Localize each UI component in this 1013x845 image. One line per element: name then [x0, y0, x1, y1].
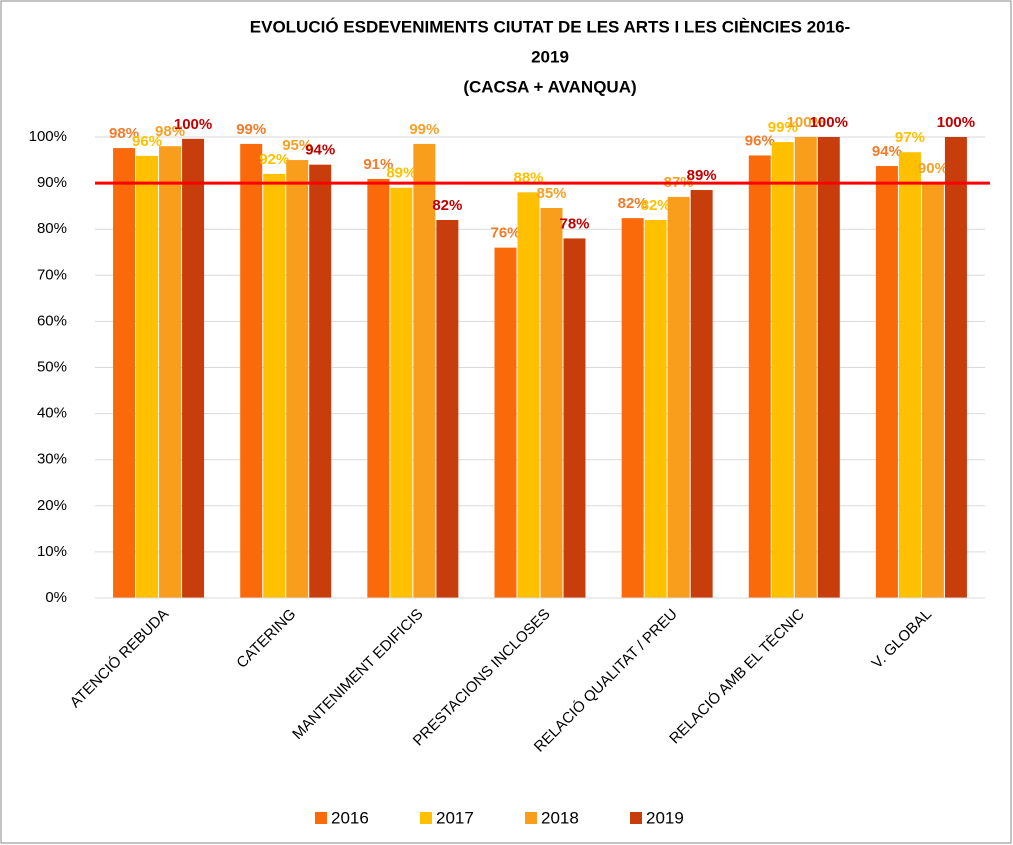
- value-label: 89%: [687, 167, 717, 184]
- y-tick-label: 0%: [45, 589, 67, 606]
- y-tick-label: 10%: [37, 543, 67, 560]
- bar: [159, 146, 182, 598]
- legend-swatch: [315, 812, 327, 824]
- bar: [690, 190, 713, 598]
- y-tick-label: 20%: [37, 497, 67, 514]
- value-label: 98%: [155, 123, 185, 140]
- bar: [621, 218, 644, 599]
- value-label: 92%: [259, 151, 289, 168]
- value-label: 99%: [236, 121, 266, 138]
- bar: [182, 138, 205, 598]
- value-label: 94%: [872, 143, 902, 160]
- value-label: 96%: [132, 133, 162, 150]
- legend-label: 2018: [541, 808, 579, 827]
- value-label: 100%: [174, 116, 212, 133]
- value-label: 82%: [618, 195, 648, 212]
- bar: [390, 187, 413, 598]
- value-label: 100%: [810, 114, 848, 131]
- bar: [817, 137, 840, 598]
- chart-title: (CACSA + AVANQUA): [463, 77, 636, 96]
- value-label: 89%: [386, 165, 416, 182]
- bar: [286, 160, 309, 599]
- legend-swatch: [525, 812, 537, 824]
- value-label: 98%: [109, 125, 139, 142]
- value-label: 94%: [305, 142, 335, 159]
- y-tick-label: 90%: [37, 174, 67, 191]
- legend-swatch: [420, 812, 432, 824]
- value-label: 100%: [937, 114, 975, 131]
- y-tick-label: 50%: [37, 358, 67, 375]
- bar: [794, 137, 817, 598]
- value-label: 97%: [895, 129, 925, 146]
- chart-title: EVOLUCIÓ ESDEVENIMENTS CIUTAT DE LES ART…: [250, 17, 850, 36]
- value-label: 85%: [536, 185, 566, 202]
- y-tick-label: 40%: [37, 405, 67, 422]
- value-label: 82%: [432, 197, 462, 214]
- bar: [436, 219, 459, 599]
- bar: [667, 196, 690, 598]
- bar: [771, 142, 794, 599]
- bar: [540, 207, 563, 598]
- bar: [748, 155, 771, 598]
- bar: [944, 137, 967, 598]
- y-tick-label: 70%: [37, 266, 67, 283]
- bar: [875, 166, 898, 598]
- bar: [367, 178, 390, 599]
- legend-label: 2019: [646, 808, 684, 827]
- value-label: 99%: [409, 121, 439, 138]
- bar: [898, 152, 921, 598]
- y-tick-label: 100%: [29, 128, 67, 145]
- value-label: 82%: [641, 197, 671, 214]
- bar: [563, 238, 586, 599]
- value-label: 100%: [787, 114, 825, 131]
- bar: [309, 164, 332, 598]
- y-tick-label: 60%: [37, 312, 67, 329]
- bar: [644, 219, 667, 599]
- y-tick-label: 80%: [37, 220, 67, 237]
- bar: [136, 155, 159, 598]
- legend-swatch: [630, 812, 642, 824]
- value-label: 76%: [490, 225, 520, 242]
- value-label: 90%: [918, 160, 948, 177]
- y-tick-label: 30%: [37, 451, 67, 468]
- bar: [113, 148, 136, 598]
- bar: [494, 247, 517, 598]
- bar: [413, 143, 436, 599]
- bar: [240, 143, 263, 599]
- value-label: 96%: [745, 132, 775, 149]
- bar: [921, 183, 944, 598]
- value-label: 95%: [282, 137, 312, 154]
- chart-title: 2019: [531, 47, 569, 66]
- legend-label: 2016: [331, 808, 369, 827]
- bar: [263, 173, 286, 598]
- value-label: 91%: [363, 156, 393, 173]
- value-label: 99%: [768, 119, 798, 136]
- value-label: 78%: [559, 215, 589, 232]
- bar: [517, 192, 540, 598]
- legend-label: 2017: [436, 808, 474, 827]
